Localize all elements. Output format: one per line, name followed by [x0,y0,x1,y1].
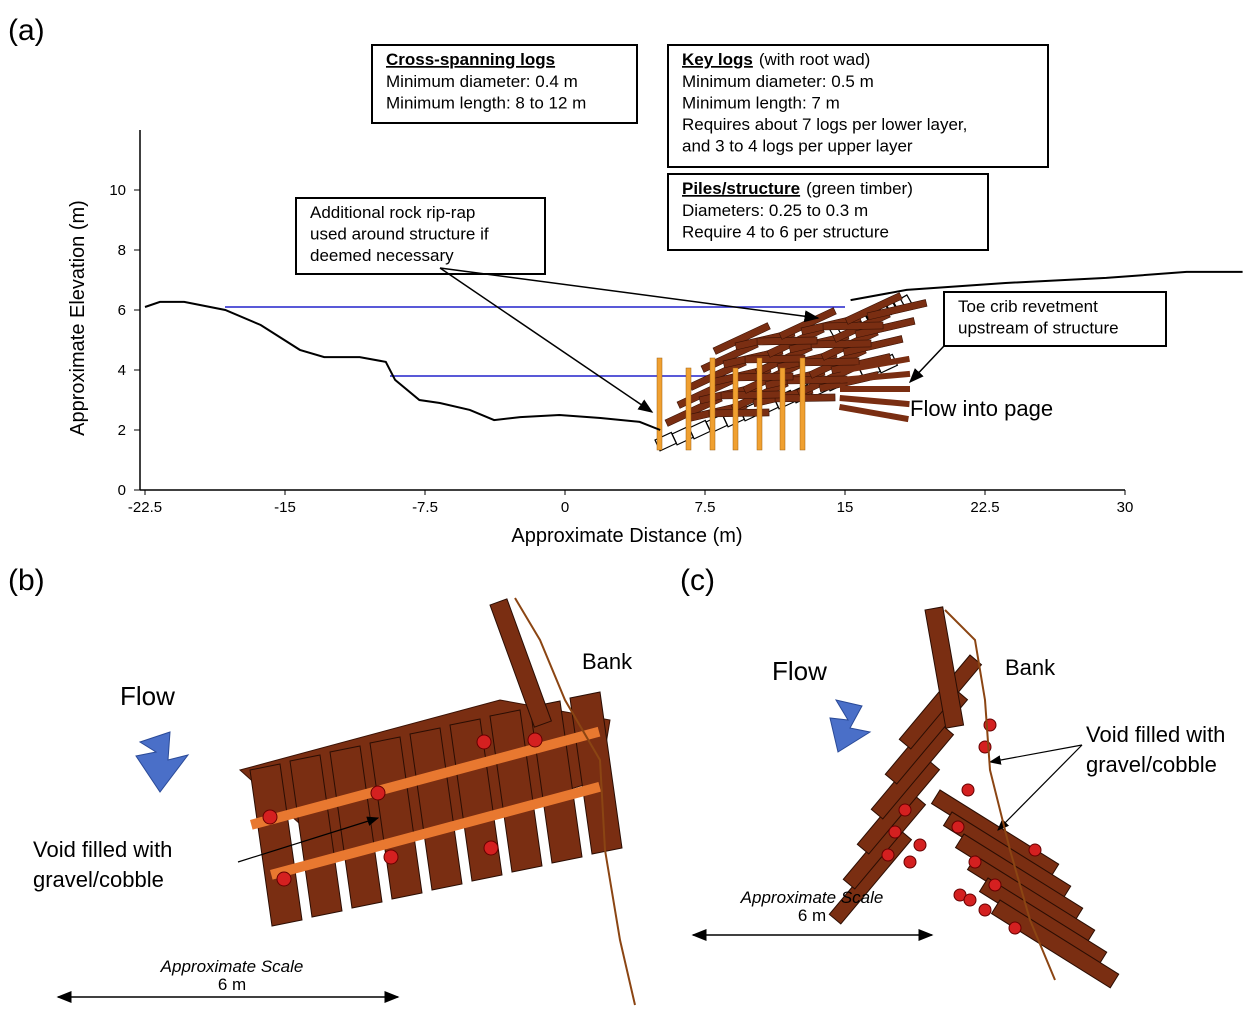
x-tick-label: 7.5 [695,499,716,516]
annotation-line: and 3 to 4 logs per upper layer [682,137,913,156]
y-tick-label: 8 [118,242,126,259]
log [811,340,871,348]
anchor [914,839,926,851]
x-tick-label: 30 [1117,499,1134,516]
anchor [899,804,911,816]
x-tick-label: -7.5 [412,499,438,516]
annotation-heading: Key logs (with root wad) [682,50,870,69]
anchor [371,786,385,800]
y-tick-label: 0 [118,482,126,499]
panel-label: (b) [8,564,45,597]
panel-c-drawing: Flow Bank Void filled with gravel/cobble App… [693,607,1225,988]
void-label: gravel/cobble [33,867,164,892]
arrow [440,268,652,412]
pile [710,358,715,450]
arrow [910,346,944,382]
annotation-line: deemed necessary [310,246,454,265]
flow-arrow [136,732,188,792]
annotation-line: Toe crib revetment [958,297,1098,316]
anchor [477,735,491,749]
x-tick-label: -22.5 [128,499,162,516]
anchor [979,904,991,916]
pile [733,368,738,450]
annotation-heading: Piles/structure (green timber) [682,179,913,198]
heading: Key logs [682,50,753,69]
x-axis-label: Approximate Distance (m) [511,525,742,547]
annotation-heading: Cross-spanning logs [386,50,555,69]
anchor [962,784,974,796]
flow-arrow [830,700,870,752]
annotation-line: Diameters: 0.25 to 0.3 m [682,201,868,220]
anchor [528,733,542,747]
anchor [989,879,1001,891]
anchor [904,856,916,868]
anchor [964,894,976,906]
panel-label: (c) [680,564,715,597]
heading: Cross-spanning logs [386,50,555,69]
note: (green timber) [806,179,913,198]
anchor [484,841,498,855]
x-tick-label: -15 [274,499,296,516]
y-tick-label: 6 [118,302,126,319]
void-label: Void filled with [1086,722,1225,747]
log [840,386,910,392]
anchor [1029,844,1041,856]
flow-label: Flow [120,681,175,711]
bank-label: Bank [582,649,633,674]
scale-label: 6 m [798,906,826,925]
anchor [1009,922,1021,934]
log [745,355,805,363]
anchor [889,826,901,838]
anchor [384,850,398,864]
log [787,376,847,384]
anchor [882,849,894,861]
annotation-line: Require 4 to 6 per structure [682,223,889,242]
log [823,322,883,330]
note: (with root wad) [759,50,870,69]
annotation-line: used around structure if [310,225,489,244]
panel-b-drawing: Flow Bank Void filled with gravel/cobble App… [33,598,635,1005]
anchor [952,821,964,833]
log [721,391,781,399]
pile [800,358,805,450]
void-label: gravel/cobble [1086,752,1217,777]
heading: Piles/structure [682,179,800,198]
pile [780,368,785,450]
structure [655,293,927,451]
annotation-line: upstream of structure [958,319,1119,338]
x-tick-label: 15 [837,499,854,516]
y-axis-label: Approximate Elevation (m) [67,200,89,436]
bank-label: Bank [1005,655,1056,680]
annotation-line: Minimum diameter: 0.4 m [386,72,578,91]
anchor [277,872,291,886]
annotation-line: Additional rock rip-rap [310,203,475,222]
pile [757,358,762,450]
figure: (a) (b) (c) Flow Bank Void filled with grav… [0,0,1259,1012]
arrow [440,268,818,318]
log [839,395,909,407]
scale-title: Approximate Scale [160,957,304,976]
x-tick-label: 0 [561,499,569,516]
annotation-line: Requires about 7 logs per lower layer, [682,115,967,134]
anchor [969,856,981,868]
flow-label: Flow into page [910,396,1053,421]
panel-label: (a) [8,14,45,47]
annotation-line: Minimum length: 8 to 12 m [386,94,586,113]
pile [657,358,662,450]
annotation-line: Minimum length: 7 m [682,94,840,113]
pile [686,368,691,450]
y-tick-label: 2 [118,422,126,439]
scale-label: 6 m [218,975,246,994]
log [799,358,859,366]
log [839,404,909,422]
y-tick-label: 4 [118,362,126,379]
flow-label: Flow [772,656,827,686]
y-tick-label: 10 [109,182,126,199]
void-label: Void filled with [33,837,172,862]
x-tick-label: 22.5 [970,499,999,516]
anchor [263,810,277,824]
log [757,337,817,345]
annotation-line: Minimum diameter: 0.5 m [682,72,874,91]
scale-title: Approximate Scale [740,888,884,907]
